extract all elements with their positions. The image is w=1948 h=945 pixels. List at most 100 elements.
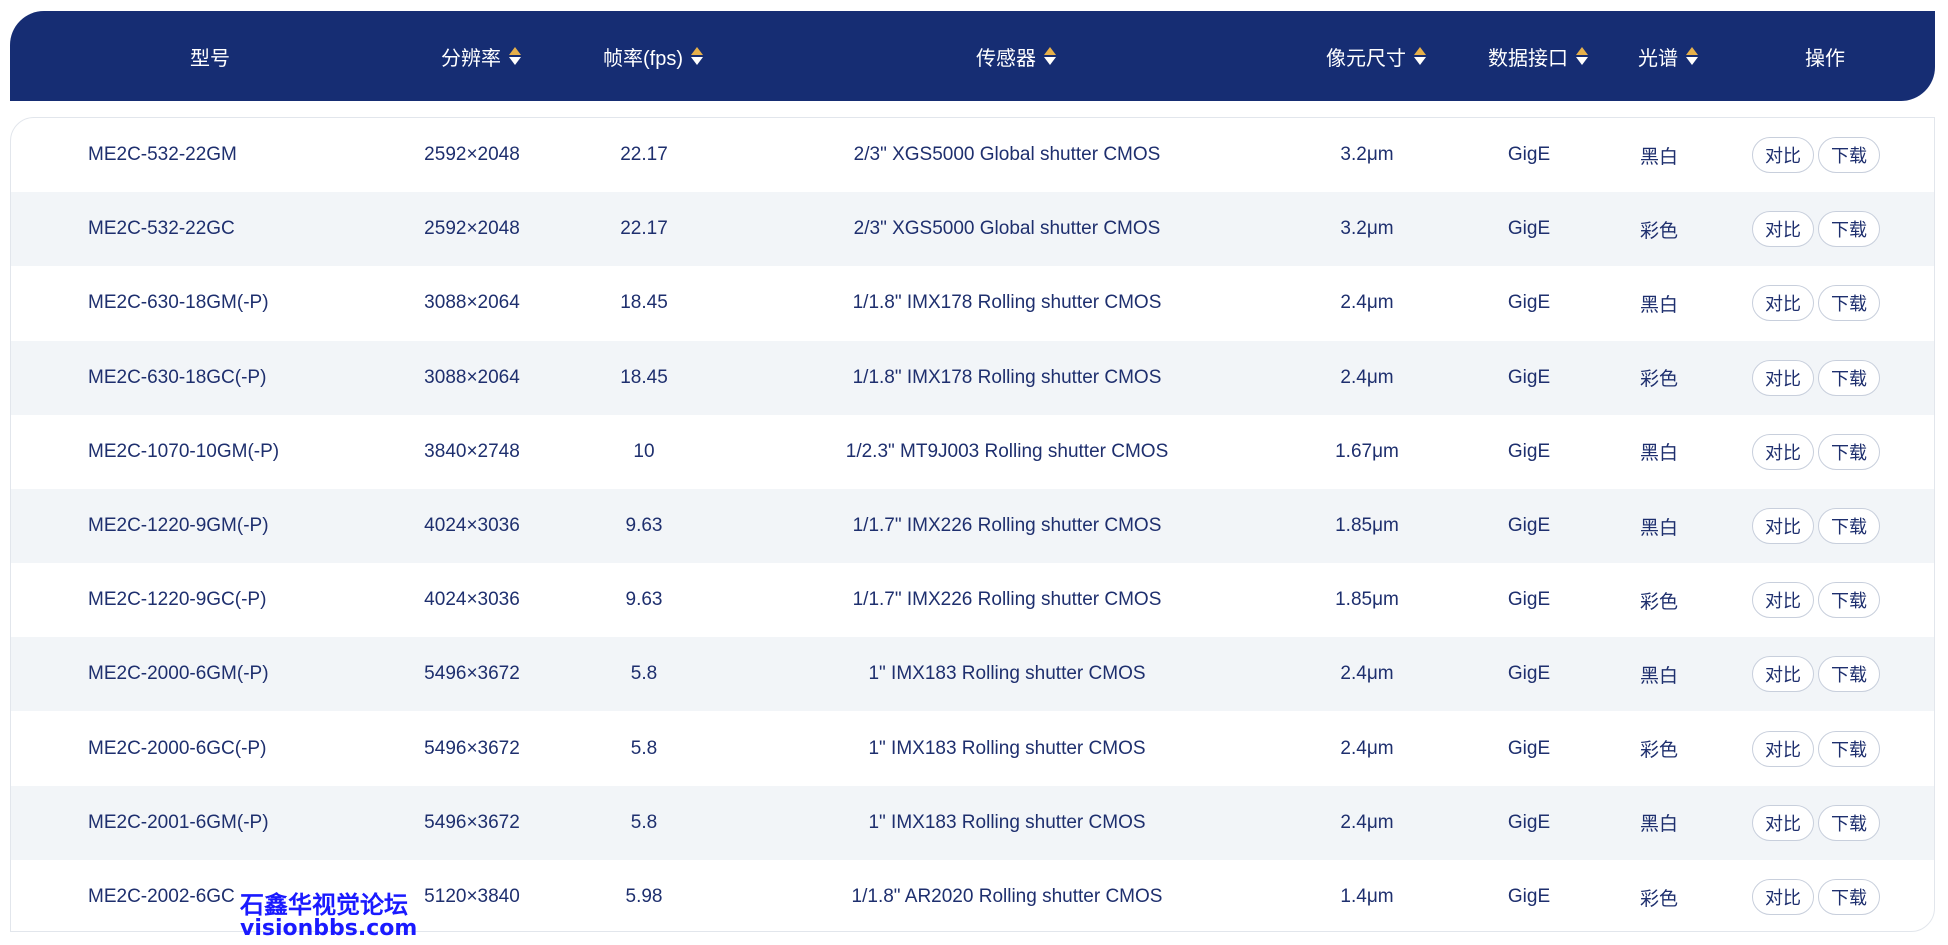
sort-icon[interactable]: [509, 47, 521, 65]
download-button[interactable]: 下载: [1818, 359, 1880, 396]
header-resolution[interactable]: 分辨率: [441, 11, 521, 101]
cell-actions: 对比 下载: [1752, 786, 1884, 860]
cell-spectrum: 黑白: [1639, 294, 1679, 316]
cell-pixel-size: 1.85μm: [1335, 515, 1399, 536]
download-button[interactable]: 下载: [1818, 582, 1880, 619]
header-label: 像元尺寸: [1326, 47, 1406, 70]
cell-sensor: 1/1.8" IMX178 Rolling shutter CMOS: [852, 292, 1162, 314]
cell-pixel-size: 2.4μm: [1340, 737, 1394, 759]
cell-pixel-size: 2.4μm: [1340, 663, 1394, 685]
sort-icon[interactable]: [1414, 47, 1426, 65]
header-label: 传感器: [976, 47, 1036, 70]
cell-interface: GigE: [1507, 737, 1551, 759]
cell-actions: 对比 下载: [1752, 266, 1884, 340]
cell-pixel-size: 2.4μm: [1340, 366, 1394, 388]
download-button[interactable]: 下载: [1818, 656, 1880, 693]
cell-spectrum: 彩色: [1639, 591, 1679, 613]
download-button[interactable]: 下载: [1818, 804, 1880, 841]
table-row: ME2C-2000-6GC(-P) 5496×3672 5.8 1" IMX183 R…: [11, 712, 1934, 786]
cell-sensor: 1" IMX183 Rolling shutter CMOS: [868, 737, 1146, 759]
table-header: 型号 分辨率 帧率(fps) 传感器 像元尺寸 数据接口 光谱 操作: [10, 11, 1935, 101]
download-button[interactable]: 下载: [1818, 211, 1880, 248]
cell-model: ME2C-630-18GC(-P): [88, 366, 267, 388]
cell-model: ME2C-1220-9GM(-P): [88, 515, 269, 536]
cell-interface: GigE: [1507, 144, 1551, 165]
cell-actions: 对比 下载: [1752, 489, 1884, 563]
cell-model: ME2C-2000-6GC(-P): [88, 737, 267, 759]
cell-actions: 对比 下载: [1752, 860, 1884, 931]
cell-fps: 22.17: [620, 144, 668, 165]
header-model: 型号: [190, 11, 230, 101]
cell-model: ME2C-2000-6GM(-P): [88, 663, 269, 685]
cell-fps: 5.98: [625, 886, 663, 907]
cell-spectrum: 黑白: [1639, 443, 1679, 465]
cell-actions: 对比 下载: [1752, 415, 1884, 489]
sort-icon[interactable]: [691, 47, 703, 65]
download-button[interactable]: 下载: [1818, 137, 1880, 173]
header-label: 数据接口: [1488, 47, 1568, 70]
cell-spectrum: 彩色: [1639, 888, 1679, 910]
cell-interface: GigE: [1507, 515, 1551, 536]
cell-sensor: 1" IMX183 Rolling shutter CMOS: [868, 663, 1146, 685]
cell-pixel-size: 2.4μm: [1340, 292, 1394, 314]
cell-interface: GigE: [1507, 663, 1551, 685]
download-button[interactable]: 下载: [1818, 508, 1880, 544]
cell-resolution: 5496×3672: [424, 737, 520, 759]
table-row: ME2C-630-18GC(-P) 3088×2064 18.45 1/1.8" IM…: [11, 340, 1934, 415]
cell-sensor: 1/2.3" MT9J003 Rolling shutter CMOS: [845, 440, 1169, 462]
cell-model: ME2C-630-18GM(-P): [88, 292, 269, 314]
cell-interface: GigE: [1507, 811, 1551, 833]
cell-spectrum: 彩色: [1639, 740, 1679, 762]
sort-icon[interactable]: [1576, 47, 1588, 65]
cell-pixel-size: 1.67μm: [1335, 440, 1399, 462]
cell-resolution: 4024×3036: [424, 589, 520, 611]
compare-button[interactable]: 对比: [1752, 285, 1814, 322]
cell-resolution: 5496×3672: [424, 811, 520, 833]
cell-actions: 对比 下载: [1752, 712, 1884, 786]
header-pixel-size[interactable]: 像元尺寸: [1326, 11, 1426, 101]
compare-button[interactable]: 对比: [1752, 582, 1814, 619]
cell-sensor: 1/1.8" AR2020 Rolling shutter CMOS: [851, 886, 1163, 907]
compare-button[interactable]: 对比: [1752, 137, 1814, 173]
cell-sensor: 2/3" XGS5000 Global shutter CMOS: [853, 218, 1161, 240]
cell-model: ME2C-2002-6GC: [88, 886, 235, 907]
cell-resolution: 2592×2048: [424, 218, 520, 240]
watermark-title: 石鑫华视觉论坛: [240, 891, 408, 919]
cell-interface: GigE: [1507, 440, 1551, 462]
sort-icon[interactable]: [1686, 47, 1698, 65]
compare-button[interactable]: 对比: [1752, 359, 1814, 396]
table-row: ME2C-2001-6GM(-P) 5496×3672 5.8 1" IMX183 R…: [11, 785, 1934, 860]
cell-model: ME2C-532-22GC: [88, 218, 235, 240]
header-sensor[interactable]: 传感器: [976, 11, 1056, 101]
download-button[interactable]: 下载: [1818, 433, 1880, 470]
table-row: ME2C-532-22GM 2592×2048 22.17 2/3" XGS5000 …: [11, 118, 1934, 192]
compare-button[interactable]: 对比: [1752, 433, 1814, 470]
cell-fps: 10: [633, 440, 655, 462]
cell-resolution: 5120×3840: [424, 886, 520, 907]
table-body: ME2C-532-22GM 2592×2048 22.17 2/3" XGS5000 …: [10, 117, 1935, 932]
cell-fps: 18.45: [620, 366, 668, 388]
cell-resolution: 3088×2064: [424, 292, 520, 314]
cell-spectrum: 彩色: [1639, 220, 1679, 242]
cell-spectrum: 彩色: [1639, 369, 1679, 391]
compare-button[interactable]: 对比: [1752, 730, 1814, 767]
header-spectrum[interactable]: 光谱: [1638, 11, 1698, 101]
cell-model: ME2C-1070-10GM(-P): [88, 440, 280, 462]
cell-sensor: 1/1.8" IMX178 Rolling shutter CMOS: [852, 366, 1162, 388]
cell-resolution: 5496×3672: [424, 663, 520, 685]
compare-button[interactable]: 对比: [1752, 804, 1814, 841]
header-fps[interactable]: 帧率(fps): [603, 11, 703, 101]
header-label: 帧率(fps): [603, 47, 683, 70]
compare-button[interactable]: 对比: [1752, 879, 1814, 915]
download-button[interactable]: 下载: [1818, 879, 1880, 915]
header-interface[interactable]: 数据接口: [1488, 11, 1588, 101]
download-button[interactable]: 下载: [1818, 730, 1880, 767]
compare-button[interactable]: 对比: [1752, 508, 1814, 544]
cell-model: ME2C-2001-6GM(-P): [88, 811, 269, 833]
sort-icon[interactable]: [1044, 47, 1056, 65]
download-button[interactable]: 下载: [1818, 285, 1880, 322]
cell-interface: GigE: [1507, 886, 1551, 907]
compare-button[interactable]: 对比: [1752, 656, 1814, 693]
cell-fps: 9.63: [625, 515, 663, 536]
compare-button[interactable]: 对比: [1752, 211, 1814, 248]
